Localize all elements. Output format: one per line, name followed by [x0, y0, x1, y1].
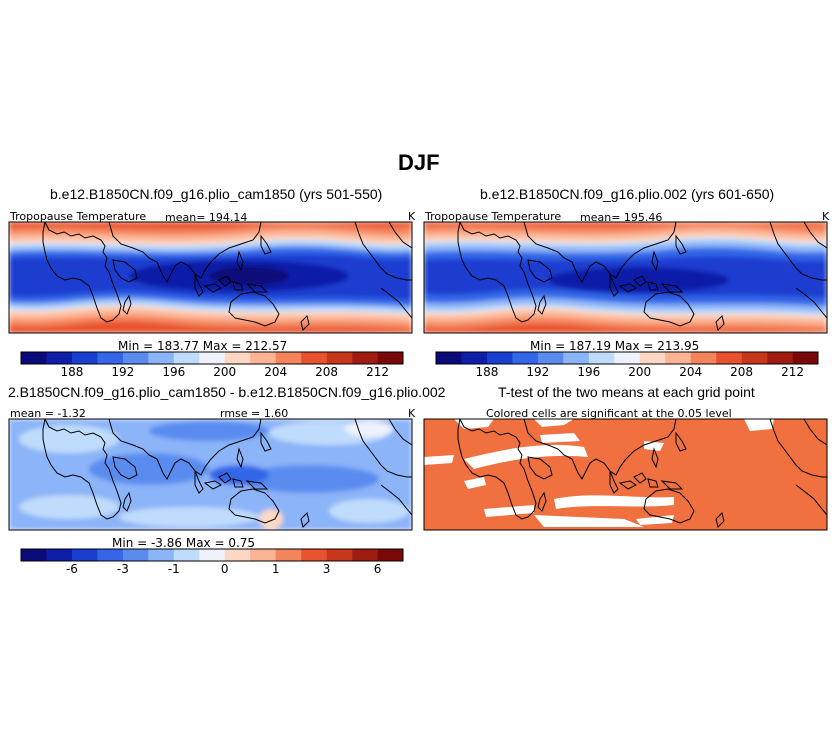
colorbar1-swatch — [122, 352, 149, 364]
colorbar2-swatch — [436, 352, 462, 364]
colorbar1-swatch — [275, 352, 302, 364]
colorbar2 — [435, 351, 819, 365]
colorbar1-tick-label: 200 — [213, 365, 237, 379]
panel1-variable: Tropopause Temperature — [10, 210, 147, 223]
colorbar2-swatch — [690, 352, 717, 364]
panel3-units: K — [408, 407, 416, 420]
colorbar1-swatch — [301, 352, 327, 364]
colorbar2-swatch — [614, 352, 640, 364]
colorbar2-border — [435, 351, 819, 365]
colorbar1-swatch — [352, 352, 378, 364]
colorbar1-swatch — [21, 352, 47, 364]
colorbar1-tick-label: 204 — [264, 365, 288, 379]
colorbar2-swatch — [665, 352, 691, 364]
panel4-subtitle: Colored cells are significant at the 0.0… — [486, 407, 732, 420]
panel3-title: 2.B1850CN.f09_g16.plio_cam1850 - b.e12.B… — [8, 384, 446, 400]
panel2-map — [423, 221, 828, 334]
colorbar1-swatch — [250, 352, 276, 364]
colorbar3-swatch — [301, 549, 327, 561]
colorbar3-tick-label: -3 — [116, 562, 129, 576]
colorbar3-swatch — [71, 549, 98, 561]
colorbar3-border — [20, 548, 404, 562]
colorbar3-swatch — [352, 549, 378, 561]
colorbar2-swatch — [741, 352, 768, 364]
colorbar3-tick-label: 1 — [271, 562, 280, 576]
colorbar2-swatch — [639, 352, 666, 364]
colorbar1-tick-label: 188 — [60, 365, 84, 379]
panel2-title: b.e12.B1850CN.f09_g16.plio.002 (yrs 601-… — [480, 186, 775, 202]
colorbar2-tick-label: 192 — [526, 365, 550, 379]
colorbar1-tick-label: 192 — [111, 365, 135, 379]
colorbar2-tick-label: 204 — [679, 365, 703, 379]
colorbar3-swatch — [148, 549, 174, 561]
colorbar3-swatch — [122, 549, 149, 561]
colorbar1-swatch — [199, 352, 225, 364]
panel2-minmax: Min = 187.19 Max = 213.95 — [530, 339, 700, 353]
colorbar1-border — [20, 351, 404, 365]
colorbar1 — [20, 351, 404, 365]
panel1-mean: mean= 194.14 — [165, 211, 248, 224]
colorbar1-swatch — [173, 352, 200, 364]
colorbar3-tick-label: -6 — [65, 562, 78, 576]
colorbar3-swatch — [46, 549, 73, 561]
colorbar1-swatch — [97, 352, 124, 364]
colorbar1-tick-label: 208 — [315, 365, 339, 379]
colorbar1-tick-label: 196 — [162, 365, 186, 379]
panel3-minmax: Min = -3.86 Max = 0.75 — [112, 536, 256, 550]
colorbar2-tick-label: 200 — [628, 365, 652, 379]
colorbar3-tick-label: 0 — [220, 562, 229, 576]
colorbar1-swatch — [326, 352, 353, 364]
colorbar3-swatch — [326, 549, 353, 561]
colorbar3-swatch — [97, 549, 124, 561]
colorbar2-swatch — [461, 352, 488, 364]
colorbar2-swatch — [537, 352, 564, 364]
colorbar3-swatch — [377, 549, 404, 561]
colorbar3-tick-label: 3 — [322, 562, 331, 576]
colorbar3 — [20, 548, 404, 562]
panel4-map — [423, 418, 828, 531]
colorbar2-tick-label: 208 — [730, 365, 754, 379]
colorbar2-tick-label: 212 — [781, 365, 804, 379]
panel2-variable: Tropopause Temperature — [425, 210, 562, 223]
panel4-title: T-test of the two means at each grid poi… — [498, 384, 755, 400]
colorbar2-swatch — [512, 352, 539, 364]
panel1-minmax: Min = 183.77 Max = 212.57 — [118, 339, 288, 353]
panel1-map — [8, 221, 413, 334]
colorbar2-swatch — [588, 352, 615, 364]
panel3-map — [8, 418, 413, 531]
panel3-mean: mean = -1.32 — [10, 407, 86, 420]
panel2-mean: mean= 195.46 — [580, 211, 663, 224]
colorbar1-swatch — [71, 352, 98, 364]
colorbar3-swatch — [199, 549, 225, 561]
colorbar1-swatch — [46, 352, 73, 364]
panel1-title: b.e12.B1850CN.f09_g16.plio_cam1850 (yrs … — [50, 186, 383, 202]
figure-title: DJF — [398, 150, 440, 175]
colorbar3-swatch — [21, 549, 47, 561]
colorbar3-swatch — [275, 549, 302, 561]
colorbar2-swatch — [486, 352, 513, 364]
colorbar1-swatch — [377, 352, 404, 364]
colorbar1-swatch — [148, 352, 174, 364]
colorbar1-swatch — [224, 352, 251, 364]
colorbar3-tick-label: -1 — [167, 562, 180, 576]
panel3-rmse: rmse = 1.60 — [220, 407, 289, 420]
colorbar2-swatch — [563, 352, 589, 364]
colorbar2-tick-label: 196 — [577, 365, 601, 379]
panel1-units: K — [408, 210, 416, 223]
colorbar1-tick-label: 212 — [366, 365, 389, 379]
colorbar2-swatch — [792, 352, 819, 364]
panel2-units: K — [822, 210, 830, 223]
colorbar2-tick-label: 188 — [475, 365, 499, 379]
colorbar3-tick-label: 6 — [373, 562, 382, 576]
colorbar2-swatch — [767, 352, 793, 364]
colorbar2-swatch — [716, 352, 742, 364]
colorbar3-swatch — [173, 549, 200, 561]
colorbar3-swatch — [250, 549, 276, 561]
colorbar3-swatch — [224, 549, 251, 561]
